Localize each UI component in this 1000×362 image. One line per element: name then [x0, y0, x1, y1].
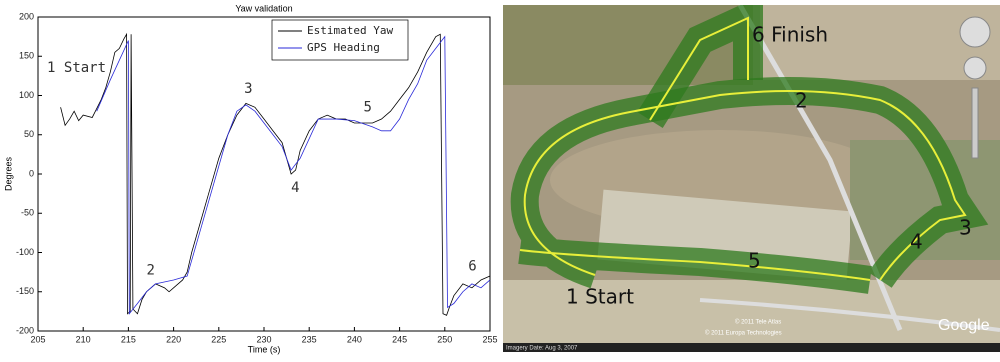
zoom-slider[interactable]	[971, 87, 979, 159]
y-tick-label: -50	[21, 208, 34, 218]
plot-frame	[37, 16, 491, 332]
annotation: 4	[291, 180, 299, 196]
logo: Google	[938, 317, 990, 334]
field	[760, 5, 1000, 80]
chart-title: Yaw validation	[235, 3, 292, 13]
x-tick-label: 240	[347, 334, 362, 344]
y-tick-label: 0	[29, 168, 34, 178]
x-tick-label: 250	[437, 334, 452, 344]
y-tick-label: -100	[16, 247, 34, 257]
legend-label: Estimated Yaw	[307, 24, 393, 37]
y-tick-label: 100	[19, 90, 34, 100]
x-tick-label: 230	[256, 334, 271, 344]
field	[503, 280, 1000, 345]
x-tick-label: 225	[211, 334, 226, 344]
annotation: 6	[468, 259, 476, 275]
x-axis-label: Time (s)	[248, 344, 281, 354]
nav-control[interactable]	[959, 16, 991, 48]
x-tick-label: 210	[76, 334, 91, 344]
y-tick-label: -150	[16, 286, 34, 296]
map-label: 4	[910, 230, 923, 254]
imagery-date: Imagery Date: Aug 3, 2007	[506, 346, 578, 352]
x-tick-label: 215	[121, 334, 136, 344]
map-label: 2	[795, 89, 808, 113]
legend-label: GPS Heading	[307, 41, 380, 54]
attribution: © 2011 Tele Atlas	[735, 319, 781, 326]
map-label: 1 Start	[566, 285, 634, 309]
y-tick-label: 50	[24, 129, 34, 139]
track-outline	[649, 16, 749, 121]
y-tick-label: -200	[16, 325, 34, 335]
attribution: © 2011 Europa Technologies	[705, 330, 782, 337]
x-tick-label: 205	[30, 334, 45, 344]
y-axis-label: Degrees	[3, 156, 13, 191]
x-tick-label: 255	[482, 334, 497, 344]
road	[699, 298, 1000, 332]
legend-box	[271, 19, 409, 61]
annotation: 5	[363, 99, 371, 115]
annotation: 1 Start	[47, 60, 106, 76]
series-line	[60, 32, 491, 316]
map-panel: 6 Finish 2 3 4 5 1 Start Imagery Date: A…	[503, 5, 1000, 352]
map-label: 3	[959, 216, 972, 240]
annotation: 2	[146, 263, 154, 279]
map-label: 6 Finish	[752, 23, 828, 47]
y-tick-label: 200	[19, 11, 34, 21]
nav-control[interactable]	[963, 56, 987, 80]
x-tick-label: 235	[302, 334, 317, 344]
x-tick-label: 220	[166, 334, 181, 344]
series-line	[96, 35, 491, 315]
y-tick-label: 150	[19, 51, 34, 61]
x-tick-label: 245	[392, 334, 407, 344]
annotation: 3	[244, 81, 252, 97]
status-bar	[503, 343, 1000, 352]
track-outline	[519, 90, 967, 281]
map-label: 5	[748, 249, 761, 273]
